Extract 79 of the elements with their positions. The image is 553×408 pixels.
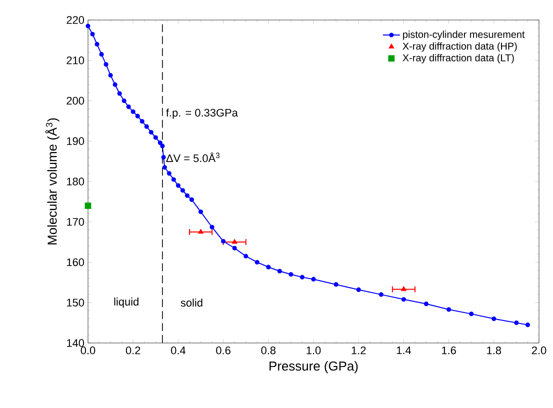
y-tick-label: 170 (67, 218, 84, 226)
point (446, 307, 452, 312)
x-tick-label: 0.6 (216, 346, 230, 354)
y-tick-label: 150 (67, 298, 84, 307)
point (400, 286, 406, 291)
y-tick-label: 160 (67, 258, 84, 266)
point (184, 193, 190, 198)
legend-label: X-ray diffraction data (LT) (402, 54, 514, 64)
annotation: liquid (114, 298, 138, 308)
point (162, 165, 167, 170)
x-tick-label: 1.8 (487, 346, 502, 354)
point (198, 228, 204, 234)
x-tick-label: 0.2 (126, 346, 140, 354)
point (140, 119, 144, 124)
point (94, 42, 100, 47)
point (104, 62, 108, 67)
point (99, 52, 104, 57)
point (424, 302, 429, 306)
point (210, 224, 214, 230)
y-tick-label: 190 (67, 137, 84, 146)
point (288, 272, 294, 277)
x-tick-label: 1.6 (442, 346, 456, 354)
point (117, 91, 122, 96)
point (514, 320, 519, 326)
legend-label: X-ray diffraction data (HP) (402, 42, 517, 52)
point (148, 130, 154, 135)
point (86, 24, 90, 28)
y-tick-label: 180 (67, 178, 84, 186)
point (311, 276, 316, 282)
point (158, 140, 162, 146)
y-tick-label: 220 (66, 16, 84, 24)
point (300, 274, 305, 280)
point (166, 171, 172, 176)
point (90, 32, 95, 36)
x-tick-label: 0.8 (261, 346, 276, 354)
annotation: ΔV = 5.0Å$^{3}$ (166, 152, 220, 162)
point (232, 238, 238, 244)
x-tick-label: 1.4 (396, 346, 411, 354)
point (153, 135, 158, 140)
x-tick-label: 0.0 (80, 346, 96, 354)
point (378, 292, 384, 297)
point (334, 282, 338, 287)
point (254, 260, 260, 265)
annotation: solid (180, 298, 202, 307)
y-tick-label: 140 (67, 339, 84, 347)
ref-line-label: f.p. = 0.33GPa (166, 108, 238, 119)
point (161, 154, 166, 160)
point (189, 197, 194, 202)
point (108, 73, 113, 78)
point (84, 202, 92, 209)
legend-label: piston-cylinder mesurement (403, 30, 525, 40)
point (176, 183, 180, 188)
point (469, 312, 474, 316)
point (171, 177, 176, 182)
point (525, 322, 530, 328)
point (198, 209, 204, 214)
x-tick-label: 1.0 (306, 346, 321, 354)
point (232, 246, 237, 250)
point (356, 287, 361, 292)
x-tick-label: 2.0 (532, 346, 546, 354)
point (277, 268, 282, 274)
point (122, 98, 126, 104)
point (144, 124, 149, 129)
point (401, 297, 406, 302)
point (112, 82, 118, 87)
y-axis-title: Molecular volume (Å$^{3}$) (45, 118, 60, 244)
x-tick-label: 0.4 (171, 346, 186, 354)
y-tick-label: 200 (66, 96, 84, 105)
point (130, 109, 136, 114)
point (160, 144, 165, 148)
y-tick-label: 210 (66, 56, 84, 64)
point (135, 114, 140, 118)
x-tick-label: 1.2 (352, 346, 366, 354)
x-axis-title: Pressure (GPa) (270, 361, 358, 374)
point (266, 264, 271, 270)
point (492, 316, 496, 322)
point (244, 254, 248, 258)
point (126, 104, 131, 110)
point (180, 188, 186, 193)
